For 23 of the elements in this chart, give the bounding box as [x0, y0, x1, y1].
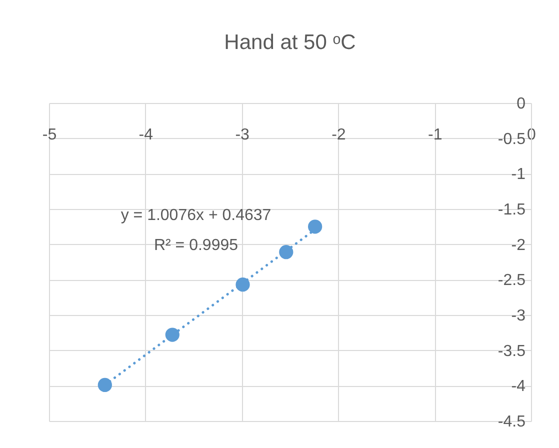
point — [98, 378, 112, 392]
point — [165, 328, 180, 342]
y-tick-label: -1 — [511, 166, 526, 184]
point — [236, 278, 250, 292]
y-tick-label: -1.5 — [498, 202, 526, 218]
y-tick-label: -2.5 — [498, 272, 526, 290]
x-tick-label: -1 — [428, 126, 442, 144]
y-tick-label: -4.5 — [498, 414, 526, 430]
x-tick-label: -2 — [332, 126, 346, 144]
chart-title: Hand at 50 ᵒC — [224, 31, 356, 54]
annotation: y = 1.0076x + 0.4637 — [120, 207, 272, 224]
point — [308, 220, 322, 234]
y-tick-label: 0 — [516, 96, 526, 112]
x-tick-label: -5 — [42, 126, 57, 144]
x-tick-label: -4 — [138, 126, 154, 144]
y-tick-label: -4 — [511, 378, 526, 396]
y-tick-label: -3 — [511, 308, 526, 324]
y-tick-label: -2 — [511, 236, 526, 254]
y-tick-label: -0.5 — [498, 130, 526, 148]
x-tick-label: -3 — [235, 126, 250, 144]
y-tick-label: -3.5 — [498, 342, 526, 360]
point — [279, 245, 294, 260]
annotation: R² = 0.9995 — [154, 237, 238, 254]
